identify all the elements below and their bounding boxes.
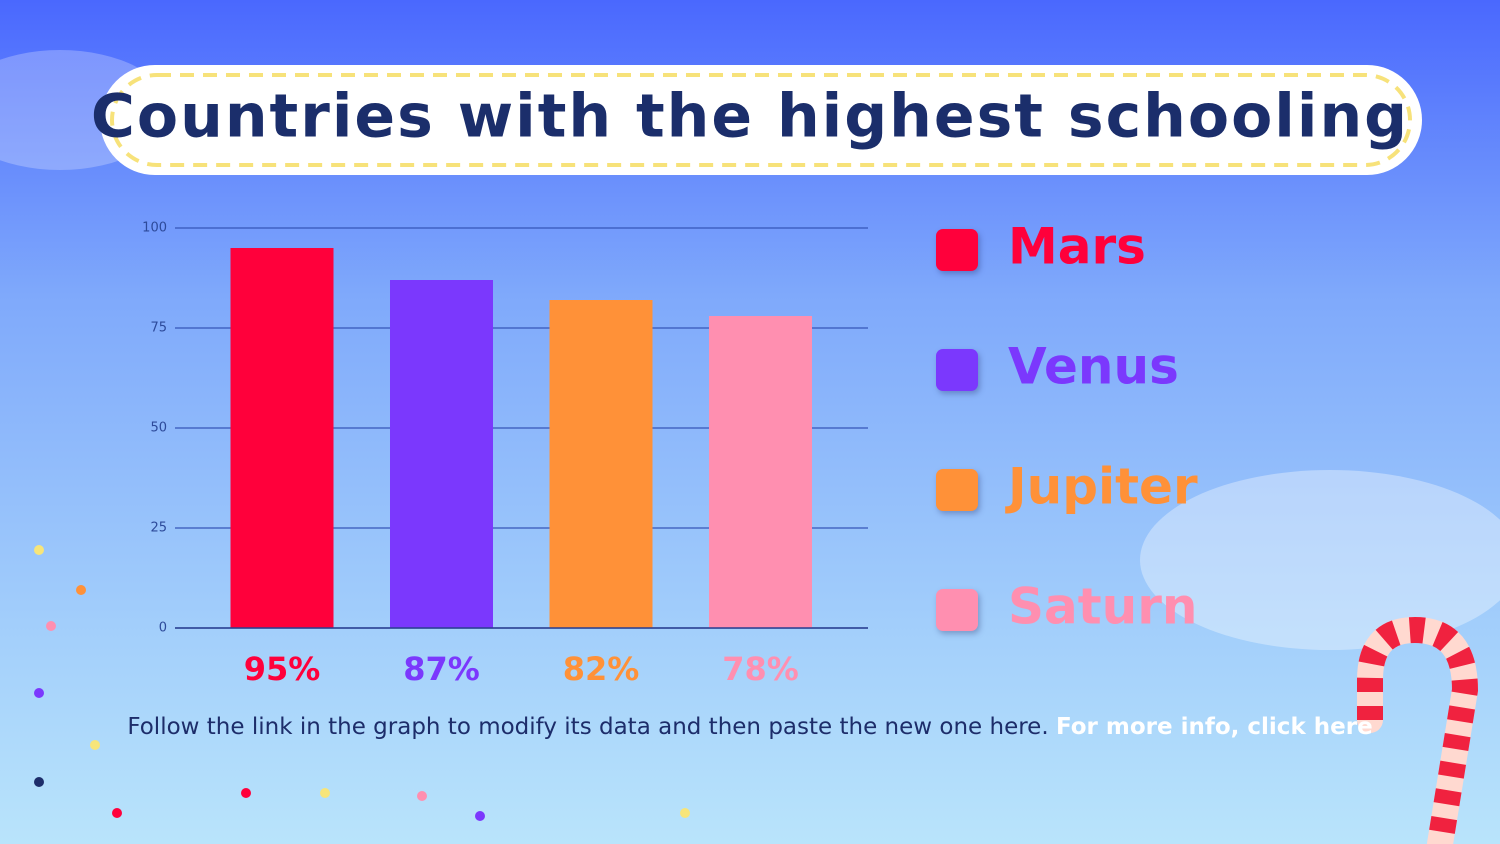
bar [549,300,653,628]
confetti [34,545,690,821]
legend-label: Mars [1008,218,1146,276]
legend-swatch [936,469,978,511]
title-banner [100,65,1422,175]
cloud [1140,470,1500,650]
legend-label: Jupiter [1005,458,1198,516]
legend-swatch [936,349,978,391]
value-label: 82% [563,650,640,688]
bar [390,280,493,628]
y-tick-label: 50 [150,421,167,436]
bar [709,316,812,628]
value-label: 78% [722,650,799,688]
footer: Follow the link in the graph to modify i… [0,714,1500,740]
y-tick-label: 0 [159,621,167,636]
bar [230,248,334,628]
value-label: 87% [403,650,480,688]
footer-text: Follow the link in the graph to modify i… [127,714,1049,740]
legend-swatch [936,589,978,631]
chart-title: Countries with the highest schooling [91,82,1409,152]
legend-swatch [936,229,978,271]
legend-label: Saturn [1008,578,1198,636]
y-tick-label: 100 [142,221,167,236]
legend-label: Venus [1008,338,1179,396]
y-tick-label: 75 [150,321,167,336]
candy-cane [1357,616,1479,844]
value-label: 95% [244,650,321,688]
info-link[interactable]: For more info, click here [1055,714,1373,740]
y-tick-label: 25 [150,521,167,536]
title-border [110,73,1412,167]
